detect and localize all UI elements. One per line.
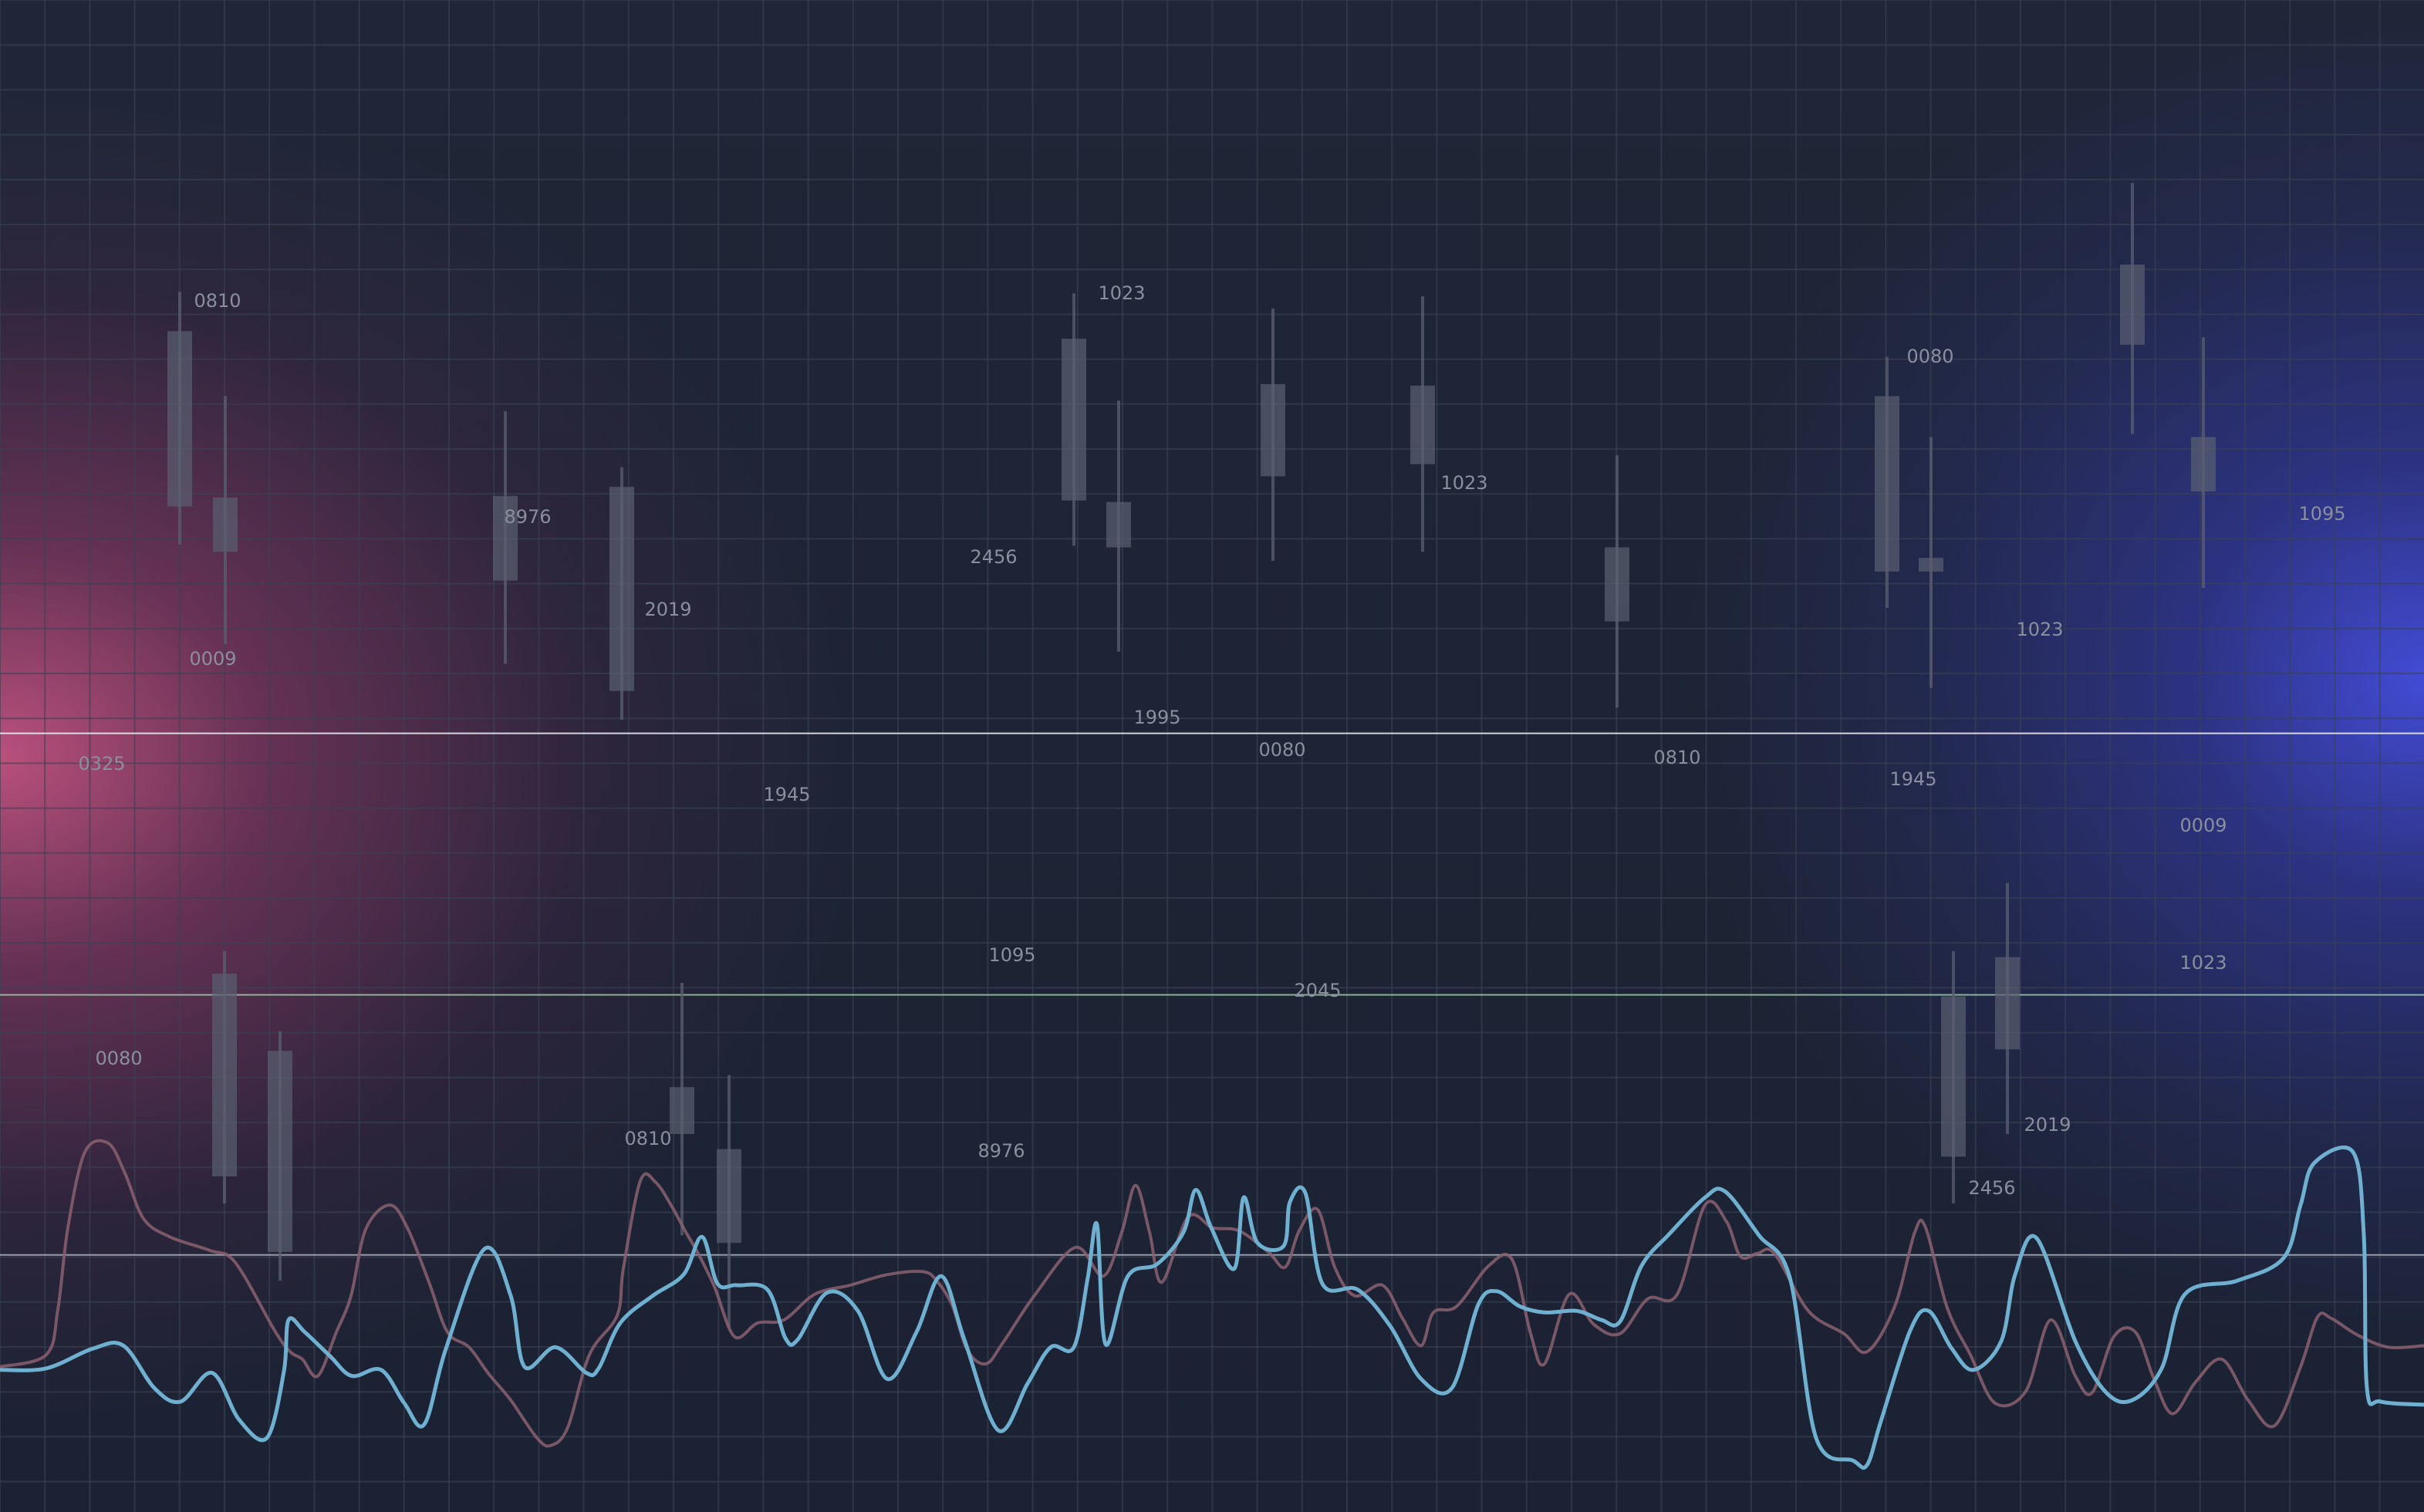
value-label-19: 1023 [2179, 952, 2227, 974]
candle-body-10 [1919, 558, 1943, 572]
candle-2 [493, 411, 518, 664]
value-label-12: 0080 [1906, 346, 1953, 367]
series-line-secondary [0, 1139, 2424, 1448]
candle-0 [167, 292, 192, 545]
value-label-0: 0810 [194, 290, 241, 312]
candle-body-4 [1062, 339, 1086, 501]
candle-body-8 [1605, 547, 1629, 622]
value-label-22: 8976 [977, 1140, 1025, 1162]
candle-3 [609, 467, 634, 720]
value-label-21: 0810 [624, 1128, 671, 1149]
candle-16 [717, 1075, 741, 1328]
candle-9 [1875, 356, 1899, 608]
candle-body-3 [609, 487, 634, 691]
candle-5 [1106, 400, 1131, 652]
candle-body-5 [1106, 501, 1131, 548]
candle-18 [1995, 883, 2020, 1134]
value-labels: 0810 0009 0325 8976 2019 1945 2456 1023 1995 0080… [78, 282, 2345, 1199]
candle-6 [1261, 308, 1285, 562]
value-label-13: 1023 [2016, 619, 2063, 640]
value-label-11: 0810 [1653, 747, 1700, 768]
candle-14 [268, 1031, 292, 1281]
candle-15 [670, 983, 694, 1236]
candle-7 [1410, 296, 1435, 552]
candle-body-13 [212, 974, 237, 1176]
value-label-7: 1023 [1098, 282, 1145, 304]
candle-body-17 [1941, 996, 1966, 1157]
candles [167, 183, 2216, 1328]
value-label-15: 1095 [2298, 503, 2345, 525]
candle-body-2 [493, 495, 518, 581]
candle-11 [2120, 183, 2145, 434]
value-label-10: 1023 [1440, 472, 1487, 494]
candle-body-15 [670, 1087, 694, 1134]
value-label-6: 2456 [970, 546, 1017, 568]
value-label-24: 2456 [1968, 1177, 2015, 1199]
value-label-18: 2045 [1294, 980, 1341, 1001]
candle-body-12 [2191, 437, 2216, 491]
candle-1 [213, 396, 238, 644]
value-label-2: 0325 [78, 753, 125, 775]
candle-13 [212, 950, 237, 1204]
line-series [0, 1139, 2424, 1470]
candle-body-9 [1875, 396, 1899, 572]
candle-body-11 [2120, 265, 2145, 345]
value-label-1: 0009 [189, 648, 236, 670]
candle-12 [2191, 337, 2216, 589]
candle-body-0 [167, 331, 192, 507]
value-label-14: 1945 [1889, 768, 1936, 790]
value-label-20: 0080 [95, 1048, 142, 1069]
candle-8 [1605, 454, 1629, 708]
candle-body-18 [1995, 957, 2020, 1050]
candle-17 [1941, 950, 1966, 1204]
series-line-primary [0, 1146, 2424, 1470]
candle-body-6 [1261, 383, 1285, 477]
candle-10 [1919, 437, 1943, 688]
value-label-5: 1945 [763, 784, 810, 805]
value-label-16: 0009 [2179, 815, 2227, 836]
candle-4 [1062, 293, 1086, 546]
candle-body-1 [213, 497, 238, 552]
value-label-17: 1095 [988, 944, 1035, 966]
value-label-3: 8976 [504, 506, 551, 528]
candle-body-14 [268, 1051, 292, 1252]
candle-body-16 [717, 1149, 741, 1244]
candle-body-7 [1410, 385, 1435, 464]
value-label-8: 1995 [1133, 707, 1180, 728]
value-label-4: 2019 [644, 599, 691, 620]
value-label-23: 2019 [2024, 1114, 2071, 1136]
value-label-9: 0080 [1258, 739, 1305, 761]
